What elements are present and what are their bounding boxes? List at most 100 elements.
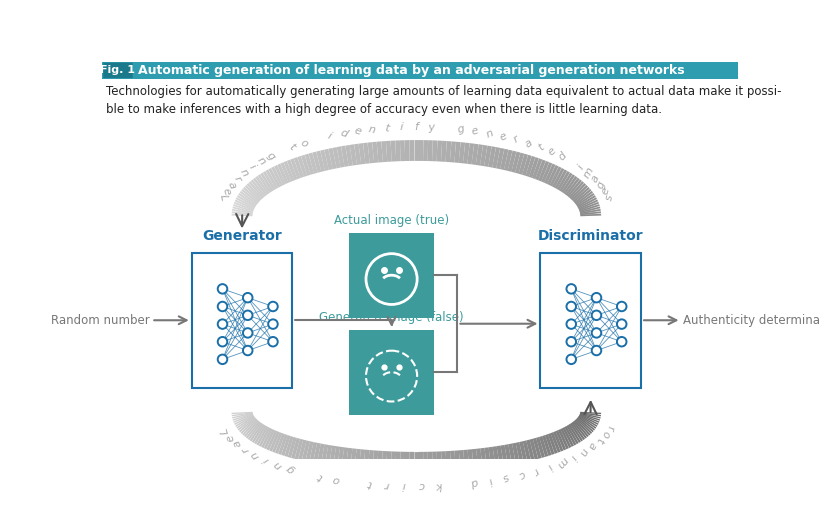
Text: a: a bbox=[589, 173, 600, 184]
Text: g: g bbox=[455, 124, 465, 135]
Text: e: e bbox=[470, 125, 479, 137]
Text: d: d bbox=[468, 476, 477, 488]
Text: a: a bbox=[586, 441, 597, 451]
Text: Actual image (true): Actual image (true) bbox=[333, 215, 449, 228]
Text: e: e bbox=[497, 131, 508, 142]
Text: c: c bbox=[418, 480, 424, 491]
Text: s: s bbox=[604, 194, 614, 201]
Circle shape bbox=[591, 311, 600, 320]
Text: r: r bbox=[383, 479, 389, 490]
Circle shape bbox=[218, 354, 227, 364]
Circle shape bbox=[218, 319, 227, 329]
Circle shape bbox=[566, 302, 575, 311]
Text: Random number: Random number bbox=[51, 314, 150, 327]
Text: a: a bbox=[225, 180, 237, 190]
Text: n: n bbox=[272, 459, 283, 471]
Circle shape bbox=[566, 319, 575, 329]
Circle shape bbox=[268, 319, 278, 329]
Text: d: d bbox=[338, 127, 348, 140]
Text: m: m bbox=[581, 165, 595, 180]
Text: e: e bbox=[545, 146, 557, 157]
Text: o: o bbox=[298, 137, 310, 149]
FancyBboxPatch shape bbox=[349, 233, 434, 317]
Text: L: L bbox=[219, 427, 231, 436]
Circle shape bbox=[268, 337, 278, 346]
Text: o: o bbox=[599, 429, 610, 439]
Text: L: L bbox=[217, 194, 229, 202]
Text: Authenticity determination: Authenticity determination bbox=[682, 314, 819, 327]
FancyBboxPatch shape bbox=[540, 253, 640, 388]
Circle shape bbox=[616, 302, 626, 311]
FancyBboxPatch shape bbox=[349, 330, 434, 414]
Text: i: i bbox=[575, 163, 585, 171]
Text: Automatic generation of learning data by an adversarial generation networks: Automatic generation of learning data by… bbox=[138, 64, 684, 77]
Circle shape bbox=[268, 302, 278, 311]
Circle shape bbox=[218, 284, 227, 294]
Text: o: o bbox=[331, 473, 341, 485]
Text: f: f bbox=[414, 122, 418, 133]
Text: g: g bbox=[264, 150, 276, 163]
Circle shape bbox=[218, 302, 227, 311]
Text: a: a bbox=[231, 438, 243, 448]
Text: g: g bbox=[285, 463, 296, 475]
Text: t: t bbox=[593, 436, 604, 444]
Circle shape bbox=[591, 328, 600, 337]
Text: n: n bbox=[249, 449, 261, 460]
Text: Generator: Generator bbox=[201, 229, 282, 243]
Text: i: i bbox=[568, 453, 577, 461]
Text: i: i bbox=[486, 475, 493, 486]
Text: Discriminator: Discriminator bbox=[537, 229, 643, 243]
Text: e: e bbox=[220, 186, 233, 196]
Text: i: i bbox=[401, 480, 405, 490]
Circle shape bbox=[566, 354, 575, 364]
Text: t: t bbox=[315, 471, 324, 481]
Text: i: i bbox=[326, 131, 333, 141]
Circle shape bbox=[218, 337, 227, 346]
Text: n: n bbox=[238, 167, 250, 178]
Circle shape bbox=[566, 337, 575, 346]
Text: Fig. 1: Fig. 1 bbox=[101, 66, 135, 75]
Text: e: e bbox=[600, 186, 611, 196]
Text: t: t bbox=[287, 142, 296, 152]
Circle shape bbox=[242, 346, 252, 356]
FancyBboxPatch shape bbox=[102, 62, 737, 79]
Text: i: i bbox=[247, 163, 256, 171]
Text: a: a bbox=[523, 137, 534, 149]
Text: n: n bbox=[254, 155, 266, 167]
Text: n: n bbox=[577, 446, 589, 457]
Text: s: s bbox=[500, 472, 510, 483]
Circle shape bbox=[616, 337, 626, 346]
Text: d: d bbox=[556, 150, 568, 163]
Text: r: r bbox=[232, 174, 242, 183]
Circle shape bbox=[242, 293, 252, 302]
Text: g: g bbox=[595, 180, 607, 190]
Text: n: n bbox=[484, 127, 494, 139]
Text: e: e bbox=[352, 125, 362, 137]
Text: k: k bbox=[435, 479, 442, 490]
Text: c: c bbox=[515, 469, 526, 480]
Text: t: t bbox=[383, 123, 389, 134]
Circle shape bbox=[591, 346, 600, 356]
Text: e: e bbox=[224, 432, 237, 442]
FancyBboxPatch shape bbox=[192, 253, 292, 388]
Text: r: r bbox=[531, 465, 540, 476]
Text: t: t bbox=[365, 478, 372, 489]
Text: i: i bbox=[544, 462, 553, 471]
Text: r: r bbox=[240, 445, 251, 454]
Text: r: r bbox=[604, 424, 614, 431]
Circle shape bbox=[616, 319, 626, 329]
Text: i: i bbox=[261, 455, 270, 464]
Text: n: n bbox=[367, 124, 376, 135]
Text: Generated image (false): Generated image (false) bbox=[319, 312, 464, 325]
Text: t: t bbox=[536, 142, 545, 152]
Circle shape bbox=[242, 311, 252, 320]
Circle shape bbox=[566, 284, 575, 294]
Text: i: i bbox=[399, 122, 403, 133]
Circle shape bbox=[591, 293, 600, 302]
Circle shape bbox=[242, 328, 252, 337]
Text: r: r bbox=[511, 134, 520, 145]
Text: m: m bbox=[554, 455, 568, 469]
Text: y: y bbox=[427, 122, 434, 133]
FancyBboxPatch shape bbox=[103, 62, 133, 78]
Text: Technologies for automatically generating large amounts of learning data equival: Technologies for automatically generatin… bbox=[106, 85, 781, 116]
